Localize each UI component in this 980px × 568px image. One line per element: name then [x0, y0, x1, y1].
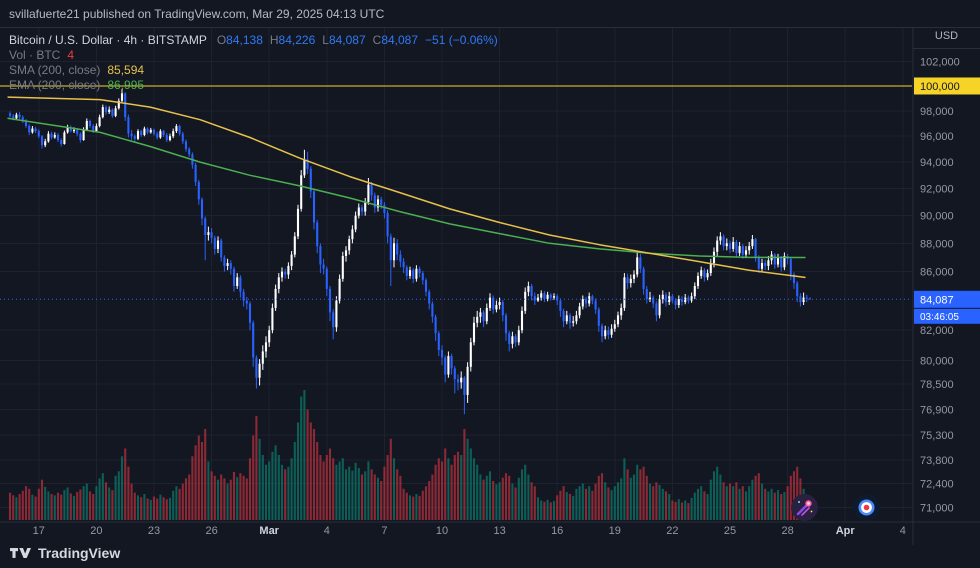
svg-text:82,000: 82,000 [920, 325, 954, 337]
level-price-badge: 100,000 [914, 77, 980, 95]
sma-indicator-label[interactable]: SMA (200, close) [9, 63, 101, 77]
svg-text:22: 22 [666, 525, 678, 537]
open-value: 84,138 [226, 33, 263, 47]
svg-text:90,000: 90,000 [920, 211, 954, 223]
close-value: 84,087 [381, 33, 419, 47]
svg-text:10: 10 [436, 525, 448, 537]
time-axis[interactable] [0, 523, 980, 547]
svg-text:75,300: 75,300 [920, 430, 954, 442]
svg-text:88,000: 88,000 [920, 238, 954, 250]
svg-text:25: 25 [724, 525, 736, 537]
svg-text:28: 28 [781, 525, 793, 537]
volume-indicator-row: Vol · BTC 4 [9, 48, 498, 63]
open-label: O [216, 33, 227, 47]
svg-text:94,000: 94,000 [920, 157, 954, 169]
candlestick-series[interactable] [8, 89, 812, 415]
target-icon [858, 499, 875, 516]
sma-200-line[interactable] [7, 96, 806, 279]
svg-text:98,000: 98,000 [920, 106, 954, 118]
svg-text:73,800: 73,800 [920, 455, 954, 467]
svg-text:71,000: 71,000 [920, 503, 954, 515]
svg-text:86,000: 86,000 [920, 267, 954, 279]
bar-countdown-value: 03:46:05 [920, 312, 959, 323]
svg-text:72,400: 72,400 [920, 478, 954, 490]
svg-text:84,087: 84,087 [920, 294, 954, 306]
svg-text:4: 4 [900, 525, 906, 537]
low-value: 84,087 [328, 33, 366, 47]
high-value: 84,226 [278, 33, 316, 47]
svg-text:80,000: 80,000 [920, 356, 954, 368]
price-axis[interactable] [913, 52, 980, 522]
publish-info-bar: svillafuerte21 published on TradingView.… [0, 0, 980, 28]
svg-text:78,500: 78,500 [920, 379, 954, 391]
volume-indicator-label[interactable]: Vol · BTC [9, 48, 61, 62]
svg-text:7: 7 [381, 525, 387, 537]
last-price-badge: 84,087 03:46:05 [914, 290, 980, 324]
sma-value: 85,594 [107, 63, 145, 77]
sma-indicator-row: SMA (200, close) 85,594 [9, 63, 498, 78]
bar-countdown-badge [914, 308, 980, 324]
grid-lines [0, 28, 912, 521]
time-axis-labels: 17 20 23 26 Mar 4 7 10 13 16 19 22 25 28 Apr 4 [33, 525, 906, 537]
comet-icon [796, 500, 813, 516]
svg-text:19: 19 [609, 525, 621, 537]
svg-text:Mar: Mar [259, 525, 279, 537]
svg-text:100,000: 100,000 [920, 81, 960, 93]
volume-value: 4 [67, 48, 75, 62]
svg-text:4: 4 [324, 525, 330, 537]
emoji-reaction-comet-button[interactable] [791, 494, 818, 521]
svg-text:16: 16 [551, 525, 563, 537]
ema-indicator-row: EMA (200, close) 86,995 [9, 78, 498, 93]
svg-text:26: 26 [205, 525, 217, 537]
price-axis-labels: 102,000 98,000 96,000 94,000 92,000 90,000 88,… [920, 57, 960, 515]
low-label: L [322, 33, 329, 47]
emoji-reaction-target-button[interactable] [853, 494, 880, 521]
tradingview-logo-icon [10, 548, 31, 558]
svg-text:23: 23 [148, 525, 160, 537]
change-value: −51 (−0.06%) [425, 33, 498, 47]
svg-text:102,000: 102,000 [920, 57, 960, 69]
ema-200-line[interactable] [7, 117, 806, 259]
high-label: H [269, 33, 279, 47]
svg-text:20: 20 [90, 525, 102, 537]
svg-text:92,000: 92,000 [920, 184, 954, 196]
ema-value: 86,995 [107, 78, 145, 92]
svg-text:Apr: Apr [836, 525, 856, 537]
svg-text:13: 13 [493, 525, 505, 537]
tradingview-brand-text[interactable]: TradingView [38, 545, 121, 561]
publish-info-text: svillafuerte21 published on TradingView.… [9, 6, 385, 21]
symbol-title[interactable]: Bitcoin / U.S. Dollar · 4h · BITSTAMP [9, 33, 207, 47]
tradingview-footer: TradingView [10, 545, 120, 561]
close-label: C [372, 33, 382, 47]
axis-separators [0, 28, 980, 545]
price-axis-unit[interactable]: USD [913, 30, 980, 49]
svg-text:76,900: 76,900 [920, 404, 954, 416]
volume-series[interactable] [8, 390, 812, 520]
svg-text:17: 17 [33, 525, 45, 537]
svg-text:96,000: 96,000 [920, 131, 954, 143]
ema-indicator-label[interactable]: EMA (200, close) [9, 78, 101, 92]
